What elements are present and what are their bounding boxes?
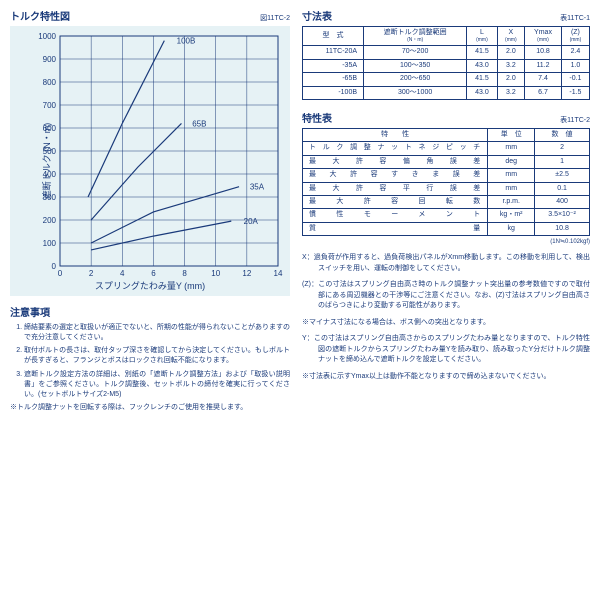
- svg-text:8: 8: [182, 269, 187, 278]
- svg-text:6: 6: [151, 269, 156, 278]
- svg-text:65B: 65B: [192, 119, 206, 128]
- svg-text:10: 10: [211, 269, 220, 278]
- table-row: 最大許容回転数r.p.m.400: [303, 195, 590, 208]
- unit-conversion: (1N≒0.102kgf): [302, 238, 590, 245]
- table-header: Ymax(mm): [525, 27, 562, 46]
- right-note: (Z)：この寸法はスプリング自由高さ時のトルク調整ナット突出量の参考数値ですので…: [302, 280, 590, 312]
- table-row: 最大許容すきま誤差mm±2.5: [303, 169, 590, 182]
- notes-section: 注意事項 締結要素の選定と取扱いが適正でないと、所期の性能が得られないことがあり…: [10, 304, 290, 413]
- table-row: -65B200～65041.52.07.4-0.1: [303, 73, 590, 86]
- char-table-title: 特性表: [302, 110, 332, 125]
- notes-title: 注意事項: [10, 304, 290, 319]
- table-header: (Z)(mm): [561, 27, 589, 46]
- svg-text:12: 12: [242, 269, 251, 278]
- svg-text:4: 4: [120, 269, 125, 278]
- svg-text:20A: 20A: [244, 217, 259, 226]
- dimension-table: 型 式遮断トルク調整範囲(N・m)L(mm)X(mm)Ymax(mm)(Z)(m…: [302, 26, 590, 100]
- table-row: 最大許容平行誤差mm0.1: [303, 182, 590, 195]
- table-header: 数 値: [535, 128, 590, 141]
- svg-text:800: 800: [43, 78, 57, 87]
- y-axis-label: 遮断トルク (N・m): [40, 123, 53, 200]
- svg-text:100: 100: [43, 239, 57, 248]
- svg-text:200: 200: [43, 216, 57, 225]
- svg-text:0: 0: [52, 262, 57, 271]
- right-note: Y：この寸法はスプリング自由高さからのスプリングたわみ量となりますので、トルク特…: [302, 334, 590, 366]
- right-notes: X：過負荷が作用すると、過負荷検出パネルがXmm移動します。この移動を利用して、…: [302, 253, 590, 382]
- note-item: 締結要素の選定と取扱いが適正でないと、所期の性能が得られないことがありますので充…: [24, 323, 290, 343]
- table-header: 遮断トルク調整範囲(N・m): [364, 27, 467, 46]
- svg-text:14: 14: [274, 269, 283, 278]
- table-row: -100B300～100043.03.26.7-1.5: [303, 86, 590, 99]
- table-header: L(mm): [467, 27, 497, 46]
- table-header: X(mm): [497, 27, 525, 46]
- table-row: 慣性モーメントkg・m²3.5×10⁻²: [303, 209, 590, 222]
- note-item: トルク調整ナットを回転する際は、フックレンチのご使用を推奨します。: [10, 403, 290, 413]
- svg-text:700: 700: [43, 101, 57, 110]
- right-note: ※寸法表に示すYmax以上は動作不能となりますので締め込まないでください。: [302, 372, 590, 383]
- table-row: トルク調整ナットネジピッチmm2: [303, 142, 590, 155]
- chart-title: トルク特性図: [10, 8, 70, 23]
- dim-table-caption: 表11TC-1: [560, 13, 590, 23]
- table-header: 型 式: [303, 27, 364, 46]
- svg-text:2: 2: [89, 269, 94, 278]
- note-item: 取付ボルトの長さは、取付タップ深さを確認してから決定してください。もしボルトが長…: [24, 346, 290, 366]
- right-note: X：過負荷が作用すると、過負荷検出パネルがXmm移動します。この移動を利用して、…: [302, 253, 590, 274]
- chart-caption: 図11TC-2: [260, 13, 290, 23]
- torque-chart: 0246810121401002003004005006007008009001…: [10, 26, 290, 296]
- svg-text:0: 0: [58, 269, 63, 278]
- table-row: -35A100～35043.03.211.21.0: [303, 59, 590, 72]
- svg-text:900: 900: [43, 55, 57, 64]
- svg-text:100B: 100B: [177, 37, 196, 46]
- table-row: 最大許容偏角誤差deg1: [303, 155, 590, 168]
- table-header: 特 性: [303, 128, 488, 141]
- x-axis-label: スプリングたわみ量Y (mm): [95, 279, 205, 292]
- note-item: 遮断トルク設定方法の詳細は、別紙の「遮断トルク調整方法」および「取扱い説明書」を…: [24, 370, 290, 400]
- table-row: 質 量kg10.8: [303, 222, 590, 235]
- characteristics-table: 特 性単 位数 値トルク調整ナットネジピッチmm2最大許容偏角誤差deg1最大許…: [302, 128, 590, 236]
- svg-text:1000: 1000: [38, 32, 56, 41]
- char-table-caption: 表11TC-2: [560, 115, 590, 125]
- table-header: 単 位: [488, 128, 535, 141]
- table-row: 11TC-20A70～20041.52.010.82.4: [303, 46, 590, 59]
- dim-table-title: 寸法表: [302, 8, 332, 23]
- right-note: ※マイナス寸法になる場合は、ボス側への突出となります。: [302, 318, 590, 329]
- svg-text:35A: 35A: [250, 183, 265, 192]
